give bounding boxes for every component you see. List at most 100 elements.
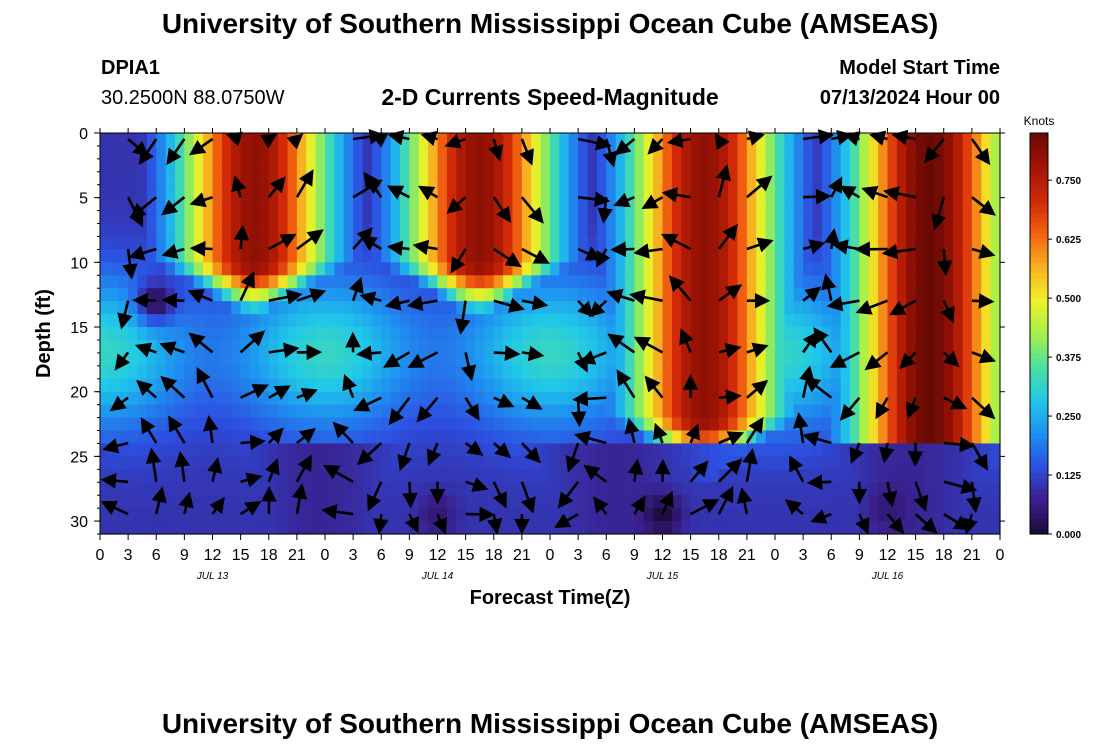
heat-cell <box>700 508 710 522</box>
heat-cell <box>896 275 907 289</box>
heat-cell <box>868 495 879 509</box>
heat-cell <box>775 301 785 315</box>
heat-cell <box>437 443 448 457</box>
heat-cell <box>371 327 382 341</box>
heat-cell <box>353 210 364 225</box>
heat-cell <box>915 456 926 470</box>
heat-cell <box>943 288 954 302</box>
heat-cell <box>268 508 279 522</box>
heat-cell <box>296 352 307 367</box>
heat-cell <box>315 249 326 263</box>
heat-cell <box>775 171 785 186</box>
heat-cell <box>409 339 420 354</box>
x-tick-label: 21 <box>738 547 756 564</box>
heat-cell <box>700 288 710 302</box>
heat-cell <box>362 365 373 380</box>
heat-cell <box>343 236 354 251</box>
heat-cell <box>596 417 607 432</box>
current-vector <box>717 485 734 515</box>
current-vector <box>426 442 442 466</box>
heat-cell <box>268 365 279 380</box>
heat-cell <box>231 469 242 483</box>
heat-cell <box>831 288 842 302</box>
heat-cell <box>784 184 795 199</box>
heat-cell <box>737 404 748 419</box>
heat-cell <box>146 495 157 509</box>
heat-cell <box>709 352 720 367</box>
current-vector <box>332 421 355 444</box>
heat-cell <box>381 378 392 393</box>
heat-cell <box>512 236 523 251</box>
current-vector <box>225 131 243 147</box>
heat-cell <box>128 365 139 380</box>
heat-cell <box>925 301 935 315</box>
heat-cell <box>709 197 720 212</box>
heat-cell <box>221 236 232 251</box>
date-label: JUL 13 <box>196 571 229 582</box>
colorbar-band <box>1030 358 1048 365</box>
heat-cell <box>812 404 823 419</box>
heat-cell <box>681 314 692 328</box>
heat-cell <box>212 521 223 535</box>
heat-cell <box>100 327 110 341</box>
colorbar-band <box>1030 243 1048 249</box>
heat-cell <box>531 469 542 483</box>
current-vector <box>579 350 607 365</box>
heat-cell <box>615 417 626 432</box>
heat-cell <box>371 249 382 263</box>
heat-cell <box>250 145 260 160</box>
heat-cell <box>793 430 804 445</box>
heat-cell <box>859 417 870 432</box>
heat-cell <box>446 495 457 509</box>
current-vector <box>962 513 978 535</box>
heat-cell <box>231 327 242 341</box>
heat-cell <box>840 158 851 173</box>
heat-cell <box>400 469 410 483</box>
heat-cell <box>296 262 307 276</box>
heat-cell <box>625 145 635 160</box>
heat-cell <box>934 482 945 496</box>
heat-cell <box>615 508 626 522</box>
heat-cell <box>550 404 560 419</box>
heat-cell <box>381 197 392 212</box>
heat-cell <box>596 352 607 367</box>
heat-cell <box>784 417 795 432</box>
current-vector <box>855 299 888 315</box>
heat-cell <box>718 456 729 470</box>
heat-cell <box>315 158 326 173</box>
heat-cell <box>175 482 185 496</box>
heat-cell <box>709 184 720 199</box>
colorbar-band <box>1030 253 1048 259</box>
heat-cell <box>953 417 964 432</box>
heat-cell <box>775 482 785 496</box>
heat-cell <box>578 223 589 238</box>
heat-cell <box>184 521 195 535</box>
colorbar-band <box>1030 498 1048 505</box>
heat-cell <box>943 236 954 251</box>
heat-cell <box>615 171 626 186</box>
heat-cell <box>887 262 898 276</box>
heat-cell <box>587 314 598 328</box>
heat-cell <box>184 158 195 173</box>
heat-cell <box>859 327 870 341</box>
heat-cell <box>681 508 692 522</box>
current-vector <box>268 385 291 400</box>
heat-cell <box>203 236 214 251</box>
current-vector <box>742 447 758 483</box>
heat-cell <box>971 521 982 535</box>
heat-cell <box>681 391 692 406</box>
heat-cell <box>868 301 879 315</box>
heat-cell <box>278 456 289 470</box>
heat-cell <box>596 184 607 199</box>
heat-cell <box>418 223 429 238</box>
heat-cell <box>896 391 907 406</box>
heat-cell <box>896 236 907 251</box>
heat-cell <box>746 301 757 315</box>
heat-cell <box>484 158 495 173</box>
heat-cell <box>662 288 673 302</box>
heat-cell <box>315 404 326 419</box>
heat-cell <box>953 443 964 457</box>
heat-cell <box>231 508 242 522</box>
heat-cell <box>962 456 973 470</box>
heat-cell <box>156 443 167 457</box>
